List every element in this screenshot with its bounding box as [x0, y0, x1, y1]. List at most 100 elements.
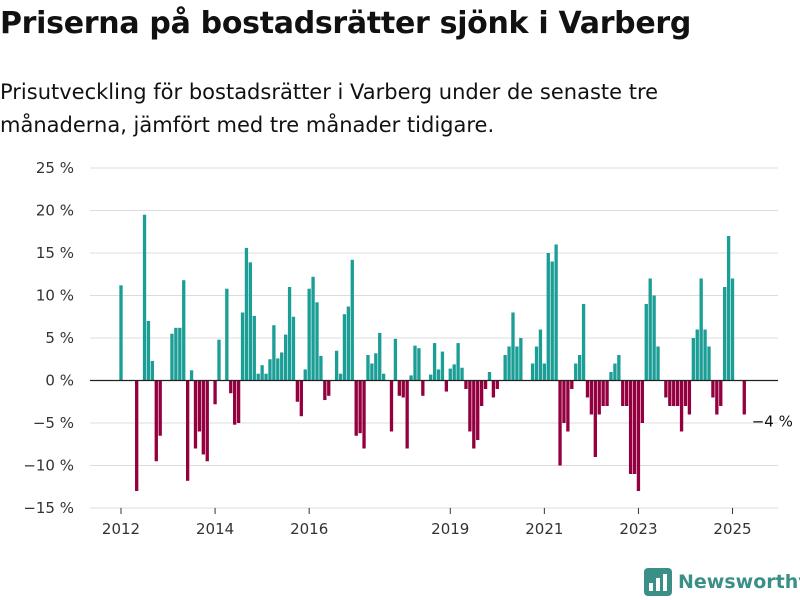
bar	[683, 380, 688, 406]
bar	[401, 380, 405, 398]
bar	[236, 380, 241, 423]
bar	[632, 380, 637, 474]
bar	[695, 329, 699, 381]
bar	[311, 276, 315, 381]
bar	[303, 369, 307, 381]
bar	[672, 380, 676, 406]
bar	[413, 345, 417, 381]
bar	[189, 370, 194, 381]
y-tick-label: 5 %	[45, 329, 74, 347]
bar	[479, 380, 484, 406]
bar	[726, 236, 731, 381]
bar	[315, 302, 319, 381]
x-tick-label: 2012	[102, 520, 140, 538]
bar	[668, 380, 672, 406]
bar	[378, 332, 382, 381]
bar	[233, 380, 237, 425]
x-tick-label: 2025	[713, 520, 751, 538]
x-tick-label: 2021	[525, 520, 563, 538]
bar	[291, 316, 296, 381]
bar	[566, 380, 570, 432]
y-tick-label: −5 %	[33, 414, 74, 432]
bar	[154, 380, 158, 462]
bar	[476, 380, 480, 440]
bar	[307, 288, 311, 381]
y-tick-label: 0 %	[45, 372, 74, 390]
bar	[511, 312, 515, 381]
bar	[456, 343, 460, 381]
x-tick-label: 2019	[431, 520, 469, 538]
page-subtitle: Prisutveckling för bostadsrätter i Varbe…	[0, 80, 659, 137]
bar	[213, 380, 217, 405]
bar	[393, 338, 398, 381]
bar	[550, 261, 554, 381]
bar	[605, 380, 609, 406]
bar	[625, 380, 629, 406]
bar	[687, 380, 692, 415]
bar	[374, 353, 378, 381]
bar	[530, 363, 535, 381]
bar	[197, 380, 202, 432]
bar	[675, 380, 680, 406]
bar	[562, 380, 566, 423]
bar	[444, 380, 449, 392]
bar	[252, 315, 256, 381]
bar	[362, 380, 366, 449]
bar	[617, 355, 621, 381]
bar	[652, 295, 656, 381]
bar	[421, 380, 425, 396]
bar	[707, 346, 711, 381]
bar	[581, 304, 586, 381]
bar	[656, 346, 660, 381]
brand-name: Newsworthy	[678, 571, 800, 593]
bar	[628, 380, 633, 474]
bar	[201, 380, 205, 455]
y-tick-label: 10 %	[36, 287, 74, 305]
bar	[323, 380, 327, 401]
bar	[358, 380, 362, 434]
y-tick-label: 15 %	[36, 244, 74, 262]
bar	[491, 380, 496, 398]
bar	[264, 373, 268, 381]
bar	[327, 380, 331, 396]
bar	[554, 244, 558, 381]
bar	[146, 321, 151, 381]
bar	[601, 380, 605, 406]
bar	[397, 380, 401, 396]
bar	[723, 287, 727, 381]
bar	[287, 287, 292, 381]
bar	[589, 380, 594, 415]
bar	[119, 285, 123, 381]
bar	[280, 352, 284, 381]
bar	[440, 351, 445, 381]
bar	[507, 346, 511, 381]
x-tick-label: 2014	[196, 520, 234, 538]
bar	[472, 380, 476, 449]
bar	[225, 288, 229, 381]
bar	[699, 278, 703, 381]
y-tick-label: 25 %	[36, 159, 74, 177]
bar	[244, 247, 249, 381]
bar	[342, 314, 347, 381]
bar	[185, 380, 190, 481]
bar	[597, 380, 601, 415]
bar	[319, 355, 323, 381]
bar	[691, 338, 695, 381]
bar	[679, 380, 684, 432]
bar	[519, 338, 523, 381]
bar	[370, 363, 374, 381]
bar	[182, 280, 186, 381]
bar	[409, 375, 413, 381]
bar	[334, 350, 339, 381]
bar	[283, 334, 288, 381]
bar	[711, 380, 715, 398]
bar	[742, 380, 746, 415]
bar	[158, 380, 162, 436]
bar	[460, 367, 464, 381]
bar	[248, 262, 253, 381]
bar	[150, 360, 155, 381]
bar	[542, 363, 547, 381]
bar	[487, 372, 492, 381]
bar	[703, 329, 707, 381]
